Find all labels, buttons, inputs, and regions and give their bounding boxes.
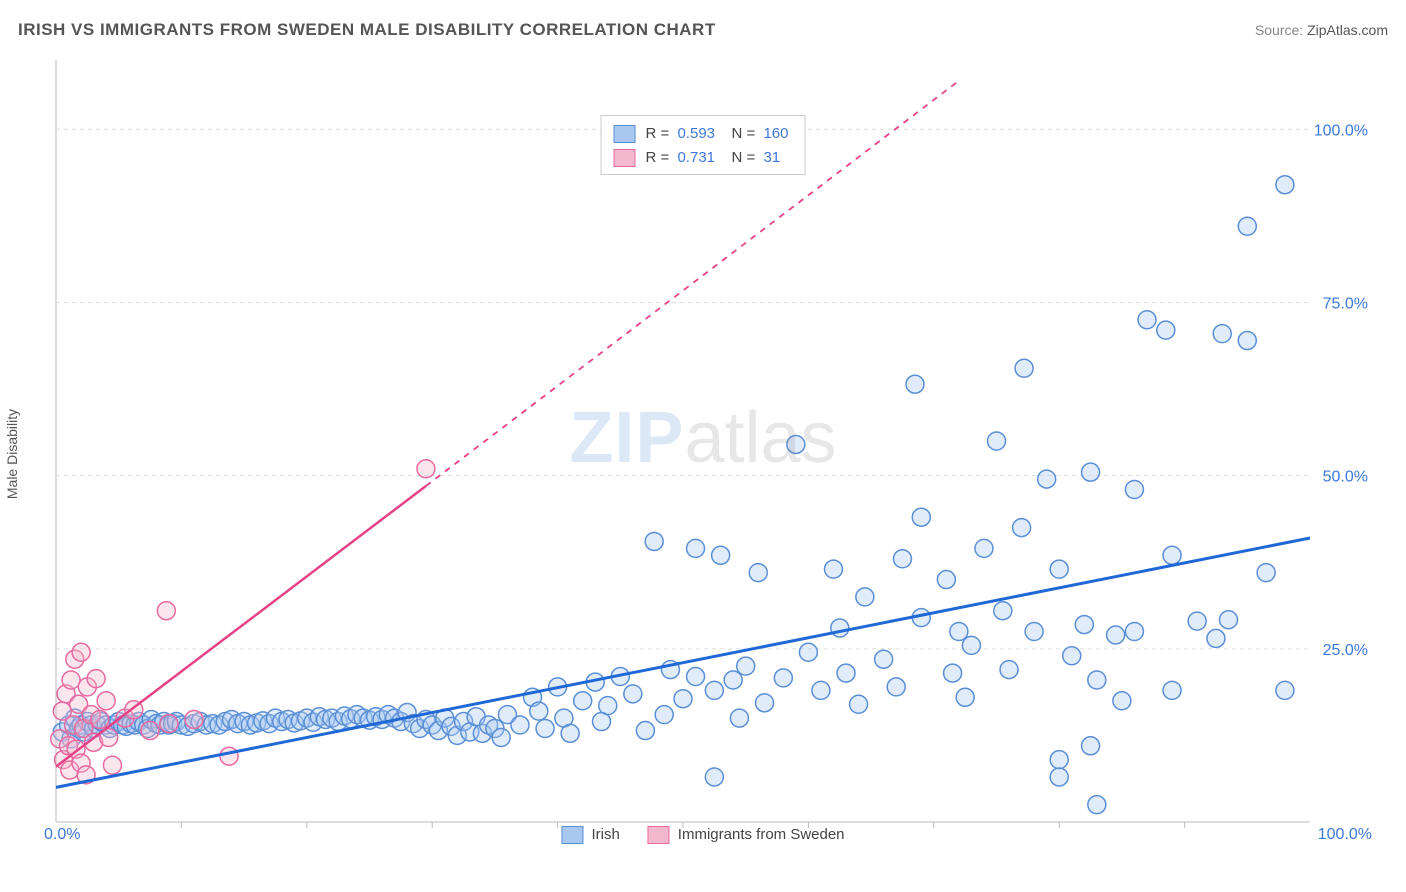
legend-stats: R = 0.593 N = 160: [646, 122, 793, 146]
svg-text:25.0%: 25.0%: [1323, 642, 1368, 659]
chart-title: IRISH VS IMMIGRANTS FROM SWEDEN MALE DIS…: [18, 20, 716, 40]
source-name: ZipAtlas.com: [1307, 22, 1388, 38]
correlation-legend: R = 0.593 N = 160R = 0.731 N = 31: [601, 115, 806, 175]
legend-swatch: [561, 826, 583, 844]
svg-text:75.0%: 75.0%: [1323, 295, 1368, 312]
chart-page: IRISH VS IMMIGRANTS FROM SWEDEN MALE DIS…: [0, 0, 1406, 892]
legend-row: R = 0.731 N = 31: [614, 146, 793, 170]
legend-stats: R = 0.731 N = 31: [646, 146, 785, 170]
series-legend-item: Immigrants from Sweden: [648, 826, 845, 844]
legend-row: R = 0.593 N = 160: [614, 122, 793, 146]
y-axis-label: Male Disability: [4, 408, 20, 498]
legend-swatch: [614, 149, 636, 167]
source-label: Source:: [1255, 22, 1307, 38]
svg-text:100.0%: 100.0%: [1314, 122, 1368, 139]
series-legend: Irish Immigrants from Sweden: [561, 826, 844, 844]
svg-text:50.0%: 50.0%: [1323, 469, 1368, 486]
source-attribution: Source: ZipAtlas.com: [1255, 22, 1388, 38]
legend-swatch: [648, 826, 670, 844]
x-axis-end-label: 100.0%: [1318, 826, 1372, 844]
x-axis-start-label: 0.0%: [44, 826, 80, 844]
chart-area: Male Disability 25.0%50.0%75.0%100.0% ZI…: [16, 55, 1390, 852]
series-legend-item: Irish: [561, 826, 619, 844]
legend-swatch: [614, 125, 636, 143]
